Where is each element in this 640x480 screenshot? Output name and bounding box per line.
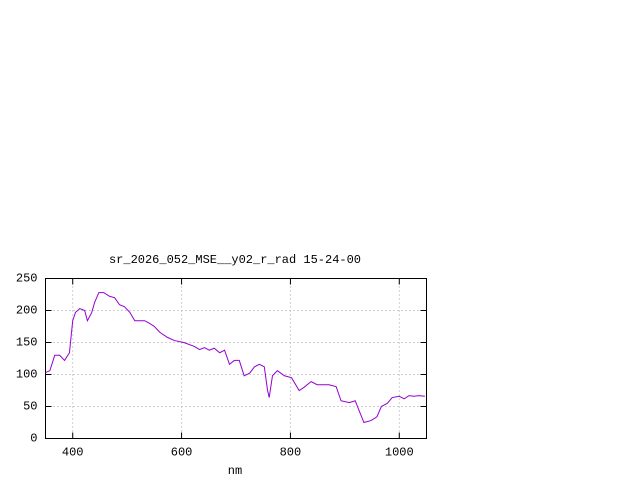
chart-title: sr_2026_052_MSE__y02_r_rad 15-24-00 <box>109 253 361 267</box>
y-tick-label: 100 <box>16 368 38 382</box>
x-tick-label: 400 <box>62 446 84 460</box>
plot-frame <box>45 278 427 439</box>
x-tick-label: 600 <box>171 446 193 460</box>
data-line <box>45 292 425 424</box>
y-tick-label: 0 <box>30 432 37 446</box>
y-tick-label: 150 <box>16 336 38 350</box>
y-tick-label: 50 <box>23 400 37 414</box>
x-tick-label: 1000 <box>385 446 414 460</box>
y-tick-label: 200 <box>16 304 38 318</box>
x-axis-label: nm <box>228 464 242 478</box>
y-tick-label: 250 <box>16 272 38 286</box>
x-tick-label: 800 <box>280 446 302 460</box>
